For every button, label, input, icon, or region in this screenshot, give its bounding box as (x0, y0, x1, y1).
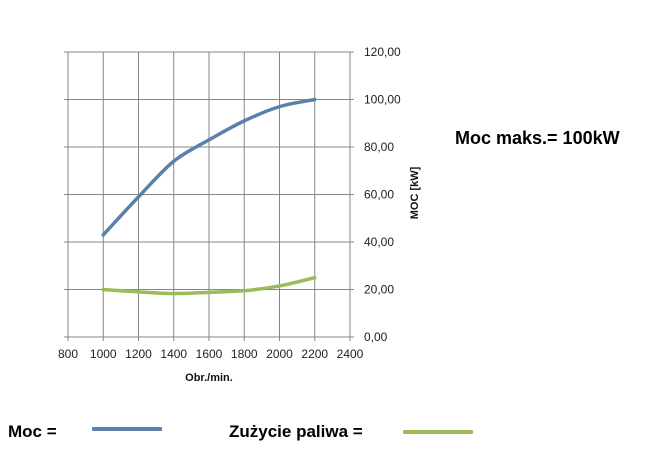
max-power-annotation: Moc maks.= 100kW (455, 128, 620, 148)
x-tick-label: 1600 (196, 347, 223, 361)
x-axis: 800 1000 1200 1400 1600 1800 2000 2200 2400 (58, 347, 364, 361)
chart-grid (64, 51, 354, 341)
x-tick-label: 2000 (266, 347, 293, 361)
y-tick-label: 20,00 (364, 283, 394, 297)
y-axis-title: MOC [kW] (409, 166, 421, 219)
y-tick-label: 60,00 (364, 188, 394, 202)
series-line-moc (101, 97, 317, 237)
y-tick-label: 0,00 (364, 330, 388, 344)
x-tick-label: 2400 (337, 347, 364, 361)
x-tick-label: 1400 (160, 347, 187, 361)
legend-swatch-moc (92, 427, 162, 431)
legend-swatch-fuel (403, 430, 473, 434)
series-group (101, 97, 317, 296)
x-tick-label: 2200 (301, 347, 328, 361)
y-tick-label: 40,00 (364, 235, 394, 249)
y-axis: 0,00 20,00 40,00 60,00 80,00 100,00 120,00 (364, 45, 401, 344)
legend-label-fuel: Zużycie paliwa = (229, 422, 363, 441)
series-line-fuel (101, 275, 317, 296)
legend-label-moc: Moc = (8, 422, 57, 441)
plot-area (68, 52, 351, 338)
x-tick-label: 1200 (125, 347, 152, 361)
y-tick-label: 100,00 (364, 93, 401, 107)
x-tick-label: 800 (58, 347, 78, 361)
x-tick-label: 1800 (231, 347, 258, 361)
y-tick-label: 120,00 (364, 45, 401, 59)
y-tick-label: 80,00 (364, 140, 394, 154)
x-axis-title: Obr./min. (185, 372, 233, 384)
x-tick-label: 1000 (90, 347, 117, 361)
